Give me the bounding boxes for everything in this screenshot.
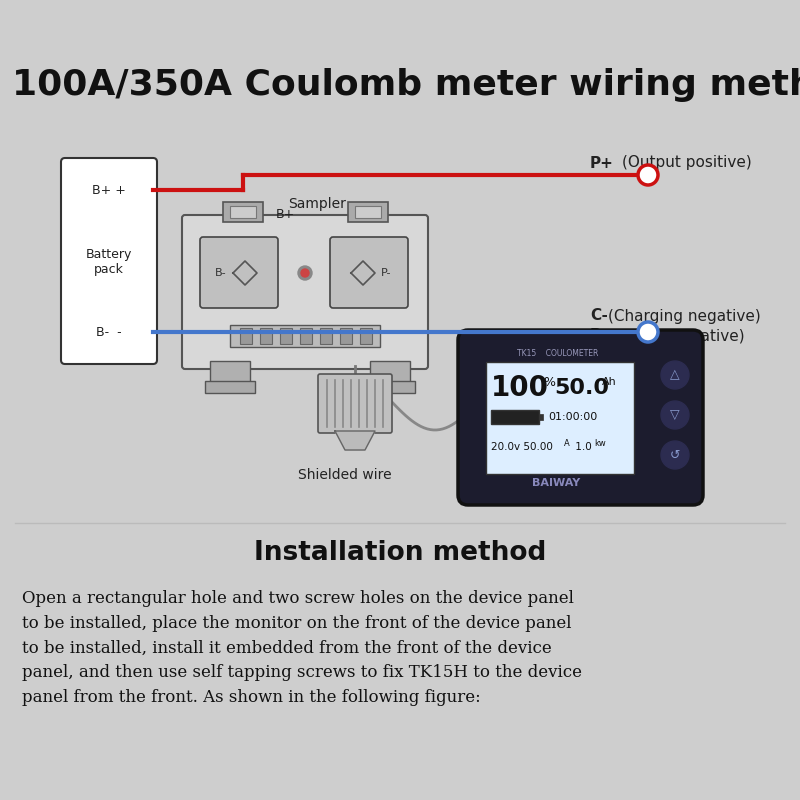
Text: △: △	[670, 369, 680, 382]
Bar	[280, 328, 292, 344]
Circle shape	[661, 401, 689, 429]
Text: Installation method: Installation method	[254, 540, 546, 566]
FancyBboxPatch shape	[330, 237, 408, 308]
Text: Battery
pack: Battery pack	[86, 248, 132, 276]
Text: ▽: ▽	[670, 409, 680, 422]
Bar	[348, 202, 388, 222]
Bar	[360, 328, 372, 344]
FancyBboxPatch shape	[318, 374, 392, 433]
Text: 1.0: 1.0	[572, 442, 592, 452]
FancyBboxPatch shape	[182, 215, 428, 369]
Bar	[491, 410, 539, 424]
Text: 01:00:00: 01:00:00	[548, 412, 598, 422]
Text: Sampler: Sampler	[288, 197, 346, 211]
Text: P-: P-	[381, 268, 391, 278]
Circle shape	[301, 269, 309, 277]
Text: B-  -: B- -	[96, 326, 122, 338]
Text: Shielded wire: Shielded wire	[298, 468, 392, 482]
Text: P-: P-	[590, 329, 607, 343]
Text: %: %	[543, 375, 555, 389]
Circle shape	[661, 441, 689, 469]
Text: C-: C-	[590, 309, 608, 323]
Text: B+ +: B+ +	[92, 183, 126, 197]
Text: 100A/350A Coulomb meter wiring method: 100A/350A Coulomb meter wiring method	[12, 68, 800, 102]
Bar	[340, 328, 352, 344]
Bar	[365, 381, 415, 393]
Bar	[210, 361, 250, 383]
Text: (Output negative): (Output negative)	[608, 329, 745, 343]
Polygon shape	[335, 431, 375, 450]
Circle shape	[638, 322, 658, 342]
Circle shape	[298, 266, 312, 280]
Text: (Charging negative): (Charging negative)	[608, 309, 761, 323]
Text: B+: B+	[276, 207, 295, 221]
FancyBboxPatch shape	[200, 237, 278, 308]
Bar	[370, 361, 410, 383]
Bar	[240, 328, 252, 344]
Bar	[539, 414, 543, 420]
Bar	[223, 202, 263, 222]
Text: BAIWAY: BAIWAY	[532, 478, 580, 488]
Circle shape	[638, 165, 658, 185]
Text: TK15    COULOMETER: TK15 COULOMETER	[518, 350, 598, 358]
Circle shape	[661, 361, 689, 389]
Bar	[355, 206, 381, 218]
Bar	[260, 328, 272, 344]
Text: 20.0v 50.00: 20.0v 50.00	[491, 442, 553, 452]
Text: 50.0: 50.0	[554, 378, 609, 398]
Text: A: A	[564, 439, 570, 449]
Bar	[320, 328, 332, 344]
Text: (Output positive): (Output positive)	[622, 155, 752, 170]
Bar	[230, 325, 380, 347]
Bar	[486, 362, 634, 474]
Text: P+: P+	[590, 155, 614, 170]
FancyBboxPatch shape	[458, 330, 703, 505]
Text: Open a rectangular hole and two screw holes on the device panel
to be installed,: Open a rectangular hole and two screw ho…	[22, 590, 582, 706]
Bar	[230, 206, 256, 218]
Bar	[205, 381, 255, 393]
Bar	[300, 328, 312, 344]
Text: kw: kw	[594, 439, 606, 449]
FancyBboxPatch shape	[61, 158, 157, 364]
Text: ↺: ↺	[670, 449, 680, 462]
Text: 100: 100	[491, 374, 549, 402]
Text: Ah: Ah	[602, 377, 617, 387]
Text: B-: B-	[215, 268, 226, 278]
